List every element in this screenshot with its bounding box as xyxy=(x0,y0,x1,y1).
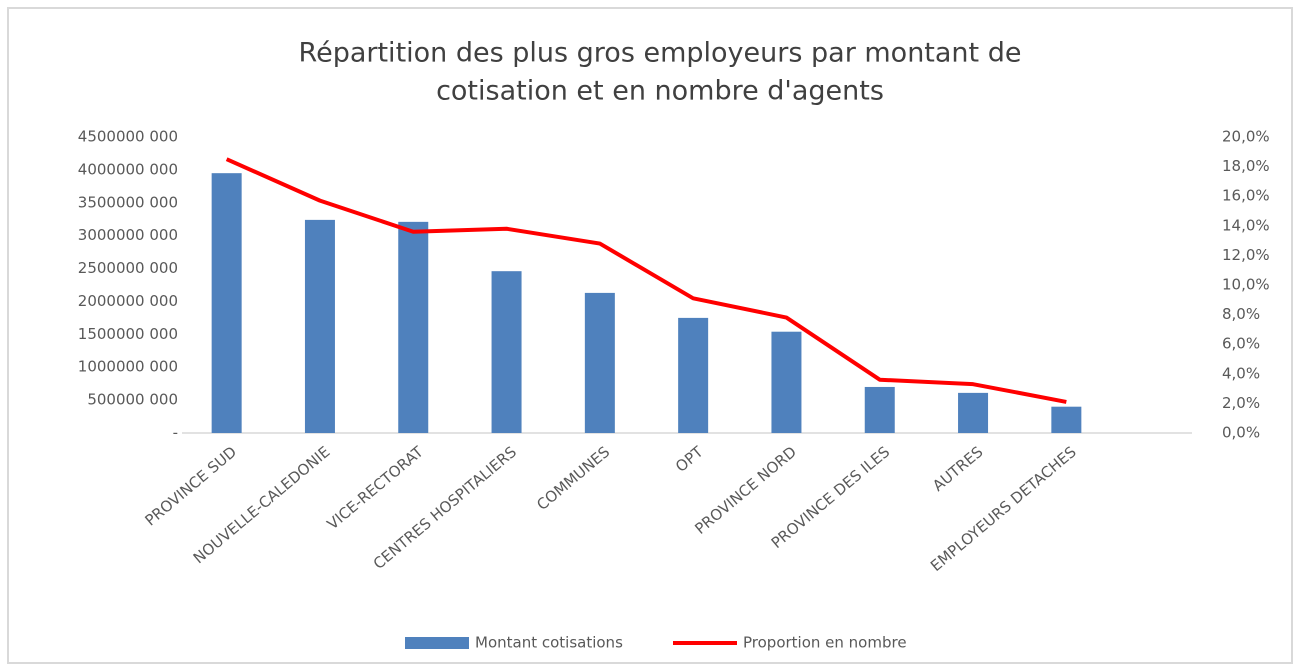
y-tick-label: 4000000 000 xyxy=(78,160,178,178)
bar xyxy=(304,219,335,433)
bar xyxy=(864,386,895,433)
y-tick-label: 1500000 000 xyxy=(78,325,178,343)
chart-title: Répartition des plus gros employeurs par… xyxy=(299,38,1022,69)
y-tick-label: 2500000 000 xyxy=(78,259,178,277)
legend-label: Proportion en nombre xyxy=(743,634,907,652)
y2-tick-label: 16,0% xyxy=(1222,187,1270,205)
bar xyxy=(491,271,522,433)
y2-tick-label: 20,0% xyxy=(1222,128,1270,146)
bar xyxy=(584,292,615,433)
y2-tick-label: 10,0% xyxy=(1222,276,1270,294)
y-tick-label: 1000000 000 xyxy=(78,358,178,376)
bar xyxy=(958,392,989,433)
legend-label: Montant cotisations xyxy=(475,634,623,652)
bar xyxy=(211,173,242,433)
y-tick-label: 3500000 000 xyxy=(78,193,178,211)
y-tick-label: 3000000 000 xyxy=(78,226,178,244)
bar xyxy=(678,317,709,433)
y2-tick-label: 14,0% xyxy=(1222,216,1270,234)
y2-tick-label: 2,0% xyxy=(1222,394,1260,412)
y2-tick-label: 0,0% xyxy=(1222,424,1260,442)
y-tick-label: 2000000 000 xyxy=(78,292,178,310)
legend-swatch xyxy=(405,637,469,649)
y2-tick-label: 4,0% xyxy=(1222,364,1260,382)
y-tick-label: 4500000 000 xyxy=(78,128,178,146)
y-tick-label: - xyxy=(173,424,178,442)
y2-tick-label: 18,0% xyxy=(1222,157,1270,175)
bar xyxy=(398,221,429,433)
y2-tick-label: 6,0% xyxy=(1222,335,1260,353)
line xyxy=(225,157,1067,404)
y2-tick-label: 12,0% xyxy=(1222,246,1270,264)
y2-tick-label: 8,0% xyxy=(1222,305,1260,323)
y-tick-label: 500000 000 xyxy=(87,391,178,409)
bar xyxy=(1051,406,1082,433)
chart-title: cotisation et en nombre d'agents xyxy=(436,76,884,107)
bar xyxy=(771,331,802,433)
